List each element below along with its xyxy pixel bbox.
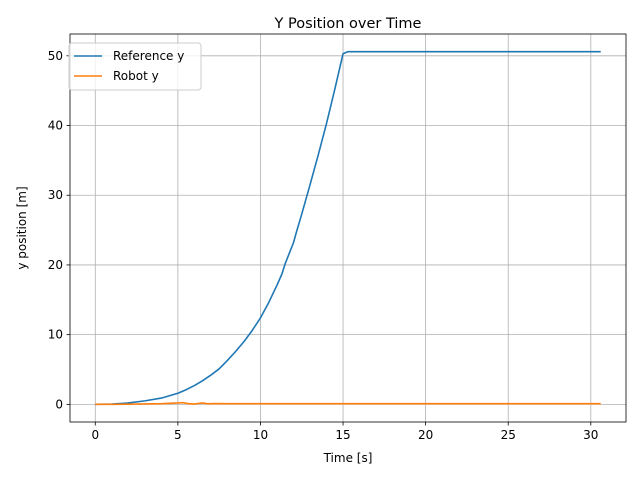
plot-area	[70, 34, 626, 422]
x-axis-ticks: 0 5 10 15 20 25 30	[91, 422, 598, 442]
series-line-robot-y	[95, 401, 601, 406]
legend: Reference y Robot y	[68, 42, 202, 91]
legend-label-robot-y: Robot y	[113, 69, 159, 83]
y-tick-label: 20	[48, 258, 63, 272]
y-tick-label: 30	[48, 188, 63, 202]
legend-box	[68, 42, 202, 91]
y-axis-title: y position [m]	[15, 186, 29, 269]
y-tick-label: 50	[48, 49, 63, 63]
series-line-reference-y	[95, 50, 601, 406]
y-tick-label: 10	[48, 328, 63, 342]
plot-frame	[69, 33, 627, 423]
x-tick-label: 15	[335, 428, 350, 442]
y-tick-label: 40	[48, 119, 63, 133]
x-tick-label: 20	[418, 428, 433, 442]
y-axis-ticks: 0 10 20 30 40 50	[48, 49, 70, 411]
x-tick-label: 25	[501, 428, 516, 442]
series-layer	[95, 50, 601, 406]
x-tick-label: 5	[174, 428, 182, 442]
x-tick-label: 10	[253, 428, 268, 442]
x-tick-label: 0	[91, 428, 99, 442]
chart-title: Y Position over Time	[274, 16, 422, 32]
y-tick-label: 0	[55, 397, 63, 411]
legend-label-reference-y: Reference y	[113, 49, 184, 63]
x-tick-label: 30	[583, 428, 598, 442]
x-axis-title: Time [s]	[323, 451, 373, 465]
